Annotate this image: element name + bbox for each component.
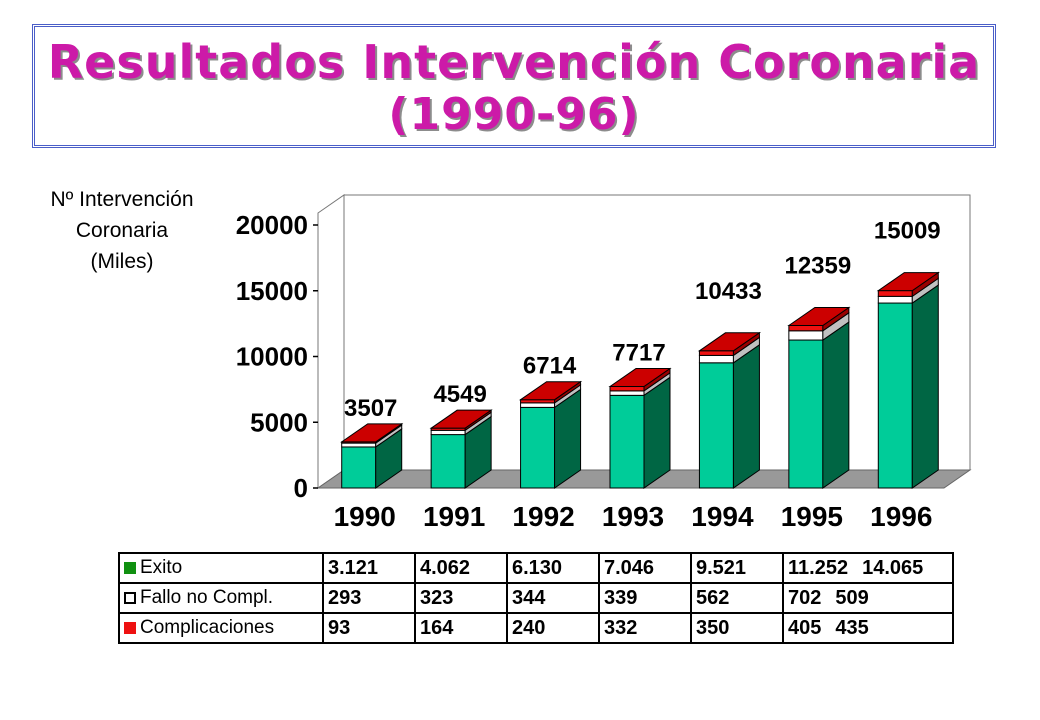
table-row: Complicaciones 93 164 240 332 350 405 435 <box>118 612 954 644</box>
y-tick-label: 10000 <box>236 342 308 372</box>
table-cell: 240 <box>506 612 600 644</box>
legend-swatch <box>124 591 136 604</box>
bar-total-label: 10433 <box>695 278 762 305</box>
table-cell: 350 <box>690 612 784 644</box>
data-table: Exito 3.121 4.062 6.130 7.046 9.521 11.252 14.0… <box>118 552 954 644</box>
y-axis-label-line1: Nº Intervención <box>50 188 194 211</box>
bar-total-label: 7717 <box>612 340 665 367</box>
bar-total-label: 6714 <box>523 353 577 380</box>
table-cell: 323 <box>414 582 508 614</box>
bars <box>340 271 940 489</box>
bar-top <box>876 272 940 292</box>
bar-total-label: 15009 <box>874 218 941 245</box>
bar-segment-exito <box>430 434 466 489</box>
table-cell: 7.046 <box>598 552 692 584</box>
table-series-name: Complicaciones <box>118 612 324 644</box>
table-row: Fallo no Compl. 293 323 344 339 562 702 509 <box>118 582 954 614</box>
bar-top <box>340 423 404 443</box>
y-axis-label-line2: Coronaria <box>75 219 169 242</box>
bar-top <box>787 306 851 326</box>
chart-subtitle: (1990-96) <box>388 89 640 140</box>
table-cell: 344 <box>506 582 600 614</box>
x-tick-label: 1995 <box>781 501 843 532</box>
table-cell-value: 509 <box>835 586 869 609</box>
table-cell: 3.121 <box>322 552 416 584</box>
bar-segment-complicaciones <box>609 386 645 392</box>
left-wall <box>317 194 345 489</box>
table-cell: 11.252 14.065 <box>782 552 954 584</box>
table-cell: 562 <box>690 582 784 614</box>
x-tick-label: 1994 <box>691 501 754 532</box>
bar-side-exito <box>643 376 671 489</box>
legend-label: Complicaciones <box>140 617 275 638</box>
x-tick-label: 1991 <box>423 501 485 532</box>
bar-total-label: 3507 <box>344 395 397 422</box>
bar-segment-fallo-no-compl- <box>788 330 824 341</box>
bar-segment-fallo-no-compl- <box>877 295 913 304</box>
y-axis-label: Nº Intervención Coronaria (Miles) <box>22 184 222 277</box>
y-tick-label: 15000 <box>236 276 308 306</box>
table-cell: 702 509 <box>782 582 954 614</box>
x-tick-label: 1992 <box>512 501 574 532</box>
table-cell: 6.130 <box>506 552 600 584</box>
table-cell: 9.521 <box>690 552 784 584</box>
bar-segment-exito <box>520 406 556 489</box>
bar-segment-exito <box>877 302 913 489</box>
y-tick-label: 5000 <box>250 407 308 437</box>
table-cell-value: 11.252 <box>788 556 849 579</box>
table-cell: 332 <box>598 612 692 644</box>
table-cell-value: 702 <box>788 586 822 609</box>
bar-top <box>697 332 762 352</box>
y-tick-label: 20000 <box>236 210 308 240</box>
bar-segment-exito <box>698 362 734 489</box>
x-tick-label: 1993 <box>602 501 664 532</box>
chart-title: Resultados Intervención Coronaria <box>47 35 981 89</box>
bar-total-label: 4549 <box>433 381 486 408</box>
bar-segment-complicaciones <box>877 290 913 297</box>
x-tick-label: 1996 <box>870 501 932 532</box>
bar-segment-fallo-no-compl- <box>341 442 377 448</box>
bar-segment-fallo-no-compl- <box>430 429 466 436</box>
bar-total-label: 12359 <box>784 252 851 279</box>
table-series-name: Exito <box>118 552 324 584</box>
bar-segment-complicaciones <box>788 324 824 332</box>
bar-top <box>518 381 583 401</box>
y-tick-label: 0 <box>294 473 308 503</box>
table-cell-value: 14.065 <box>862 556 924 579</box>
legend-swatch <box>124 561 136 574</box>
bar-side-exito <box>732 343 760 489</box>
table-series-name: Fallo no Compl. <box>118 582 324 614</box>
legend-label: Fallo no Compl. <box>140 587 274 608</box>
table-cell: 4.062 <box>414 552 508 584</box>
table-cell-value: 435 <box>835 616 869 639</box>
title-box: Resultados Intervención Coronaria (1990-… <box>32 24 996 148</box>
bar-segment-exito <box>341 446 377 489</box>
table-cell: 293 <box>322 582 416 614</box>
bar-side-exito <box>911 284 939 489</box>
table-cell: 93 <box>322 612 416 644</box>
bar-segment-fallo-no-compl- <box>520 402 556 408</box>
legend-label: Exito <box>140 557 183 578</box>
x-tick-label: 1990 <box>334 501 396 532</box>
table-cell-value: 405 <box>788 616 822 639</box>
bar-segment-complicaciones <box>698 350 734 356</box>
bar-side-exito <box>822 321 850 489</box>
labels: 0 5000 10000 15000 20000 3507 1990 4549 1991 6714… <box>236 210 941 532</box>
table-cell: 405 435 <box>782 612 954 644</box>
bar-segment-fallo-no-compl- <box>698 354 734 364</box>
legend-swatch <box>124 621 136 634</box>
bar-top <box>608 368 672 388</box>
bar-segment-exito <box>788 339 824 489</box>
table-cell: 339 <box>598 582 692 614</box>
bar-segment-exito <box>609 394 645 489</box>
table-row: Exito 3.121 4.062 6.130 7.046 9.521 11.252 14.0… <box>118 552 954 584</box>
table-cell: 164 <box>414 612 508 644</box>
bar-segment-fallo-no-compl- <box>609 390 645 396</box>
y-axis-label-line3: (Miles) <box>90 250 154 273</box>
bar-top <box>429 409 493 429</box>
